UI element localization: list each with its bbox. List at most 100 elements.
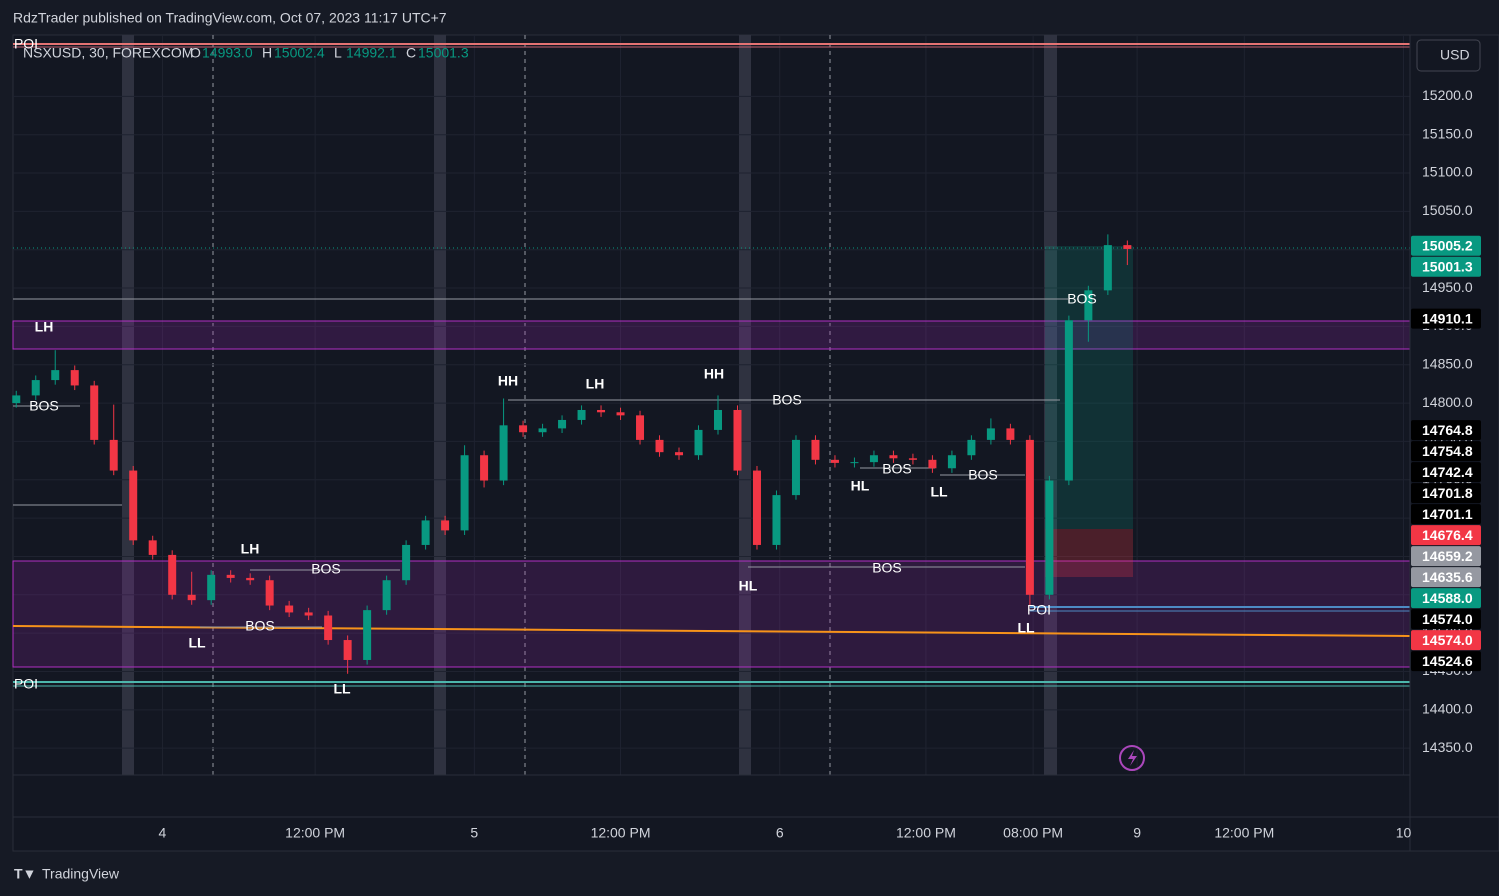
candle-body [1084,290,1093,321]
candle-body [460,455,469,531]
price-tag-label: 15005.2 [1422,237,1473,253]
ohlc-legend: O 14993.0 H 15002.4 L 14992.1 C 15001.3 [190,45,469,61]
ohlc-value: 15002.4 [274,45,325,61]
background-layer [122,35,1057,775]
currency-button[interactable] [1416,39,1481,72]
annotation: BOS [968,467,998,483]
price-tag [1411,630,1481,651]
alert-icon-bolt [1128,750,1137,766]
annotation: HL [851,478,870,494]
price-tag [1411,256,1481,277]
brand: TradingView [42,866,120,882]
candles [12,234,1132,674]
y-tick-label: 15050.0 [1422,202,1473,218]
supply-zone [12,320,1411,350]
candle-body [207,574,216,601]
annotation: BOS [29,398,59,414]
price-tag-label: 14574.0 [1422,632,1473,648]
price-tag [1411,235,1481,256]
candle-body [752,470,761,545]
price-tag [1411,567,1481,588]
candle-body [304,612,313,616]
grid [13,35,1410,775]
candle-body [967,439,976,456]
currency: USD [1440,47,1470,63]
ohlc-key: O [190,45,201,61]
candle-body [12,395,21,404]
y-tick-label: 15100.0 [1422,164,1473,180]
x-tick-label: 12:00 PM [591,825,651,841]
ohlc-key: C [406,45,416,61]
annotation: POI [14,676,38,692]
candle-body [1103,245,1112,291]
candle-body [324,615,333,641]
candle-body [31,380,40,396]
price-tags: 15005.2 15001.3 14910.1 14764.8 14754.8 14742… [1411,235,1481,672]
price-tag-label: 14574.0 [1422,611,1473,627]
y-tick-label: 14350.0 [1422,739,1473,755]
price-tag [1411,462,1481,483]
x-tick-label: 10 [1396,825,1412,841]
candle-body [869,455,878,463]
price-tag-label: 14754.8 [1422,443,1473,459]
annotation: LH [241,541,260,557]
session-band [739,35,751,775]
annotation: LL [1017,620,1035,636]
y-tick-label: 15150.0 [1422,125,1473,141]
candle-body [675,452,684,456]
y-tick-label: 14950.0 [1422,279,1473,295]
price-tag [1411,609,1481,630]
candle-body [908,458,917,460]
chart-frame [12,34,1499,852]
candle-body [480,455,489,481]
candle-body [1045,480,1054,595]
annotation: BOS [872,560,902,576]
annotation: LL [188,635,206,651]
candle-body [947,455,956,469]
price-tag [1411,588,1481,609]
publisher: RdzTrader published on TradingView.com, … [13,10,447,26]
alert-icon[interactable] [1119,745,1145,771]
target-box [1045,246,1133,529]
candle-body [187,594,196,601]
ohlc-value: 14993.0 [202,45,253,61]
y-tick-label: 15200.0 [1422,87,1473,103]
price-tag [1411,546,1481,567]
annotation: BOS [1067,291,1097,307]
candle-body [363,610,372,660]
price-tag [1411,483,1481,504]
candle-body [246,577,255,581]
price-tag [1411,420,1481,441]
candle-body [830,459,839,463]
annotation: LH [586,376,605,392]
price-tag-label: 14910.1 [1422,310,1473,326]
stop-box [1045,529,1133,577]
candle-body [558,419,567,429]
annotation: BOS [245,618,275,634]
annotation: POI [1027,602,1051,618]
candle-body [343,640,352,660]
candle-body [811,439,820,460]
annotation: BOS [311,561,341,577]
candle-body [636,415,645,440]
candle-body [285,605,294,613]
price-tag [1411,441,1481,462]
candle-body [713,409,722,430]
brand-logo: T▼ [14,866,36,882]
candle-body [597,409,606,413]
candle-body [1006,428,1015,440]
demand-zone [12,560,1411,668]
candle-body [850,462,859,464]
candle-body [616,412,625,416]
candle-body [90,385,99,440]
candle-body [655,439,664,453]
candle-body [226,574,235,578]
candle-body [129,470,138,541]
symbol: NSXUSD, 30, FOREXCOM [23,45,193,61]
x-tick-label: 12:00 PM [285,825,345,841]
y-tick-label: 14800.0 [1422,394,1473,410]
annotation: LH [35,319,54,335]
candle-body [1123,245,1132,249]
